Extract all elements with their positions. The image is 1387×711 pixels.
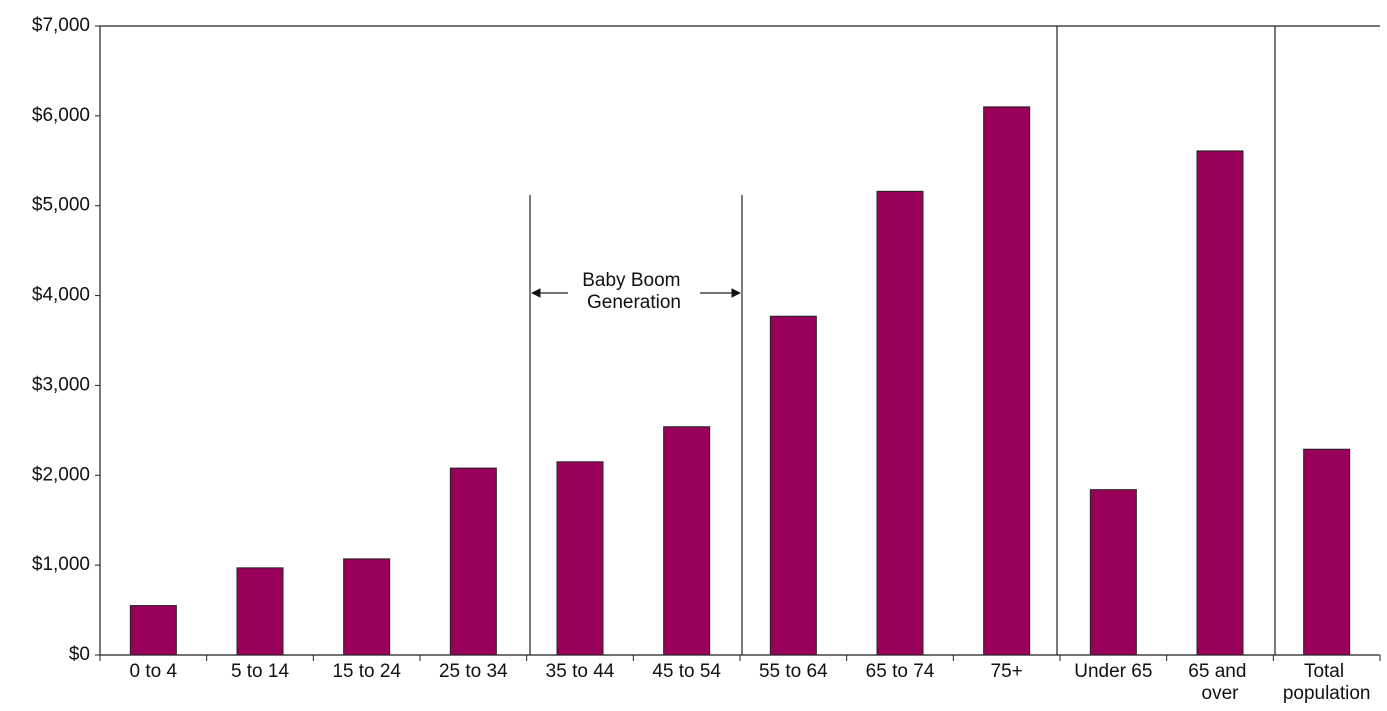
bar (343, 558, 391, 656)
bar (129, 605, 177, 656)
x-tick-label: 55 to 64 (759, 661, 828, 682)
y-tick-label: $2,000 (32, 464, 90, 485)
x-tick-label: 25 to 34 (439, 661, 508, 682)
x-tick-label: Total population (1283, 661, 1371, 704)
bar (663, 426, 711, 656)
x-tick-label: 35 to 44 (546, 661, 615, 682)
bar (1303, 448, 1351, 656)
y-tick-label: $5,000 (32, 195, 90, 216)
x-tick-label: 15 to 24 (332, 661, 401, 682)
x-tick-label: Under 65 (1074, 661, 1152, 682)
x-tick-label: 65 and over (1188, 661, 1251, 704)
bar (556, 461, 604, 656)
bar (1089, 489, 1137, 656)
y-tick-label: $7,000 (32, 15, 90, 36)
y-tick-label: $1,000 (32, 554, 90, 575)
y-tick-label: $0 (69, 644, 90, 665)
bar (983, 106, 1031, 656)
x-tick-label: 75+ (991, 661, 1023, 682)
bar (236, 567, 284, 656)
bar (1196, 150, 1244, 656)
y-tick-label: $4,000 (32, 285, 90, 306)
y-tick-label: $6,000 (32, 105, 90, 126)
bar (876, 190, 924, 656)
annotation: Baby Boom Generation (582, 270, 686, 313)
x-tick-label: 65 to 74 (866, 661, 935, 682)
bar (449, 467, 497, 656)
x-tick-label: 5 to 14 (231, 661, 290, 682)
x-tick-label: 45 to 54 (652, 661, 721, 682)
x-tick-label: 0 to 4 (130, 661, 178, 682)
y-tick-label: $3,000 (32, 374, 90, 395)
bar (769, 315, 817, 656)
